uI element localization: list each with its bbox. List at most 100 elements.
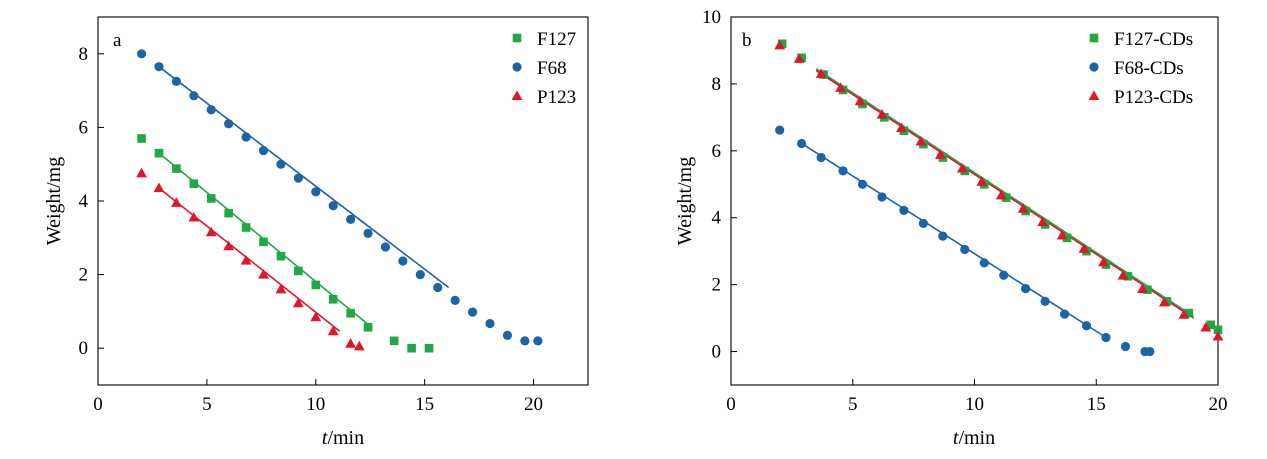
y-tick-label: 2	[712, 275, 722, 296]
fit-line-f68-cds	[801, 142, 1107, 339]
data-point	[1120, 341, 1131, 352]
data-point	[407, 343, 416, 353]
data-point	[205, 226, 217, 237]
data-point	[258, 145, 269, 156]
y-tick-label: 8	[79, 44, 89, 65]
data-point	[136, 49, 147, 59]
data-point	[938, 231, 948, 241]
series-p123	[136, 167, 365, 351]
legend-label: P123-CDs	[1114, 87, 1193, 108]
data-point	[154, 148, 164, 158]
data-point	[835, 82, 846, 92]
data-point	[415, 270, 425, 280]
legend-b: F127-CDs F68-CDs P123-CDs	[1088, 29, 1193, 108]
x-tick-label: 15	[415, 394, 434, 415]
data-point	[915, 135, 927, 146]
data-point	[398, 256, 408, 266]
data-point	[896, 122, 907, 133]
panel-label-b: b	[742, 30, 752, 51]
data-point	[485, 318, 495, 329]
data-point	[172, 164, 181, 173]
data-point	[311, 187, 321, 197]
data-point	[258, 269, 269, 279]
data-point	[502, 330, 513, 340]
data-point	[154, 62, 164, 72]
legend-label: F68-CDs	[1114, 58, 1184, 79]
x-tick-label: 10	[306, 394, 325, 415]
x-axis-title-unit-b: /min	[958, 427, 995, 449]
data-point	[1184, 308, 1194, 318]
legend-marker	[1089, 62, 1099, 72]
points-a	[136, 49, 543, 353]
x-tick-label: 5	[848, 394, 858, 415]
data-point	[899, 205, 909, 215]
data-point	[346, 308, 355, 318]
data-point	[136, 167, 147, 178]
data-point	[389, 336, 399, 346]
data-point	[1212, 330, 1224, 341]
data-point	[960, 244, 970, 255]
data-point	[1059, 309, 1070, 319]
data-point	[1056, 229, 1068, 240]
panel-label-a: a	[113, 30, 122, 51]
data-point	[918, 218, 928, 229]
series-f68-cds	[775, 125, 1155, 357]
data-point	[206, 105, 216, 115]
data-point	[1021, 284, 1031, 294]
legend-marker	[511, 90, 523, 100]
legend-marker	[1089, 33, 1099, 43]
data-point	[450, 295, 460, 305]
data-point	[979, 258, 989, 268]
data-point	[1200, 321, 1212, 332]
data-point	[857, 179, 868, 189]
x-axis-title-unit-a: /min	[327, 427, 364, 449]
ticks-b: 0 5 10 15 20 0 2 4 6 8 10	[702, 7, 1228, 415]
series-f68	[136, 49, 543, 346]
data-point	[533, 336, 543, 346]
x-tick-label: 0	[726, 394, 736, 415]
data-point	[171, 197, 182, 207]
data-point	[153, 182, 165, 193]
data-point	[241, 132, 251, 142]
data-point	[1178, 309, 1190, 319]
legend-label: F127	[537, 29, 576, 50]
data-point	[999, 270, 1009, 280]
data-point	[259, 237, 268, 247]
data-point	[363, 322, 373, 332]
data-point	[206, 194, 216, 203]
fit-lines-a	[158, 66, 450, 332]
data-point	[1017, 203, 1029, 213]
data-point	[346, 214, 356, 224]
legend-marker	[1088, 90, 1100, 100]
y-tick-label: 0	[79, 338, 89, 359]
data-point	[224, 119, 234, 129]
data-point	[188, 211, 200, 222]
data-point	[240, 255, 252, 265]
x-tick-label: 10	[965, 394, 984, 415]
data-point	[854, 95, 866, 106]
series-f127-cds	[777, 39, 1223, 335]
data-point	[293, 173, 303, 183]
data-point	[223, 240, 235, 251]
data-point	[1001, 193, 1011, 202]
data-point	[520, 336, 530, 346]
data-point	[1137, 283, 1148, 293]
legend-label: P123	[537, 87, 576, 108]
data-point	[816, 152, 826, 163]
data-point	[793, 53, 805, 63]
x-tick-label: 15	[1087, 394, 1106, 415]
x-tick-label: 0	[93, 394, 103, 415]
data-point	[777, 39, 787, 49]
ticks-a: 0 5 10 15 20 0 2 4 6 8	[79, 44, 544, 415]
data-point	[1078, 243, 1090, 253]
data-point	[311, 280, 321, 290]
legend-marker	[512, 33, 522, 43]
fit-lines-b	[801, 68, 1195, 339]
data-point	[995, 189, 1007, 200]
chart-panel-a: a 0 5 10 15 20 0 2 4 6 8 t/min Weight/mg F127 F68 P…	[43, 16, 589, 449]
data-point	[310, 311, 322, 322]
data-point	[433, 282, 443, 293]
data-point	[171, 76, 181, 86]
data-point	[1117, 270, 1129, 280]
